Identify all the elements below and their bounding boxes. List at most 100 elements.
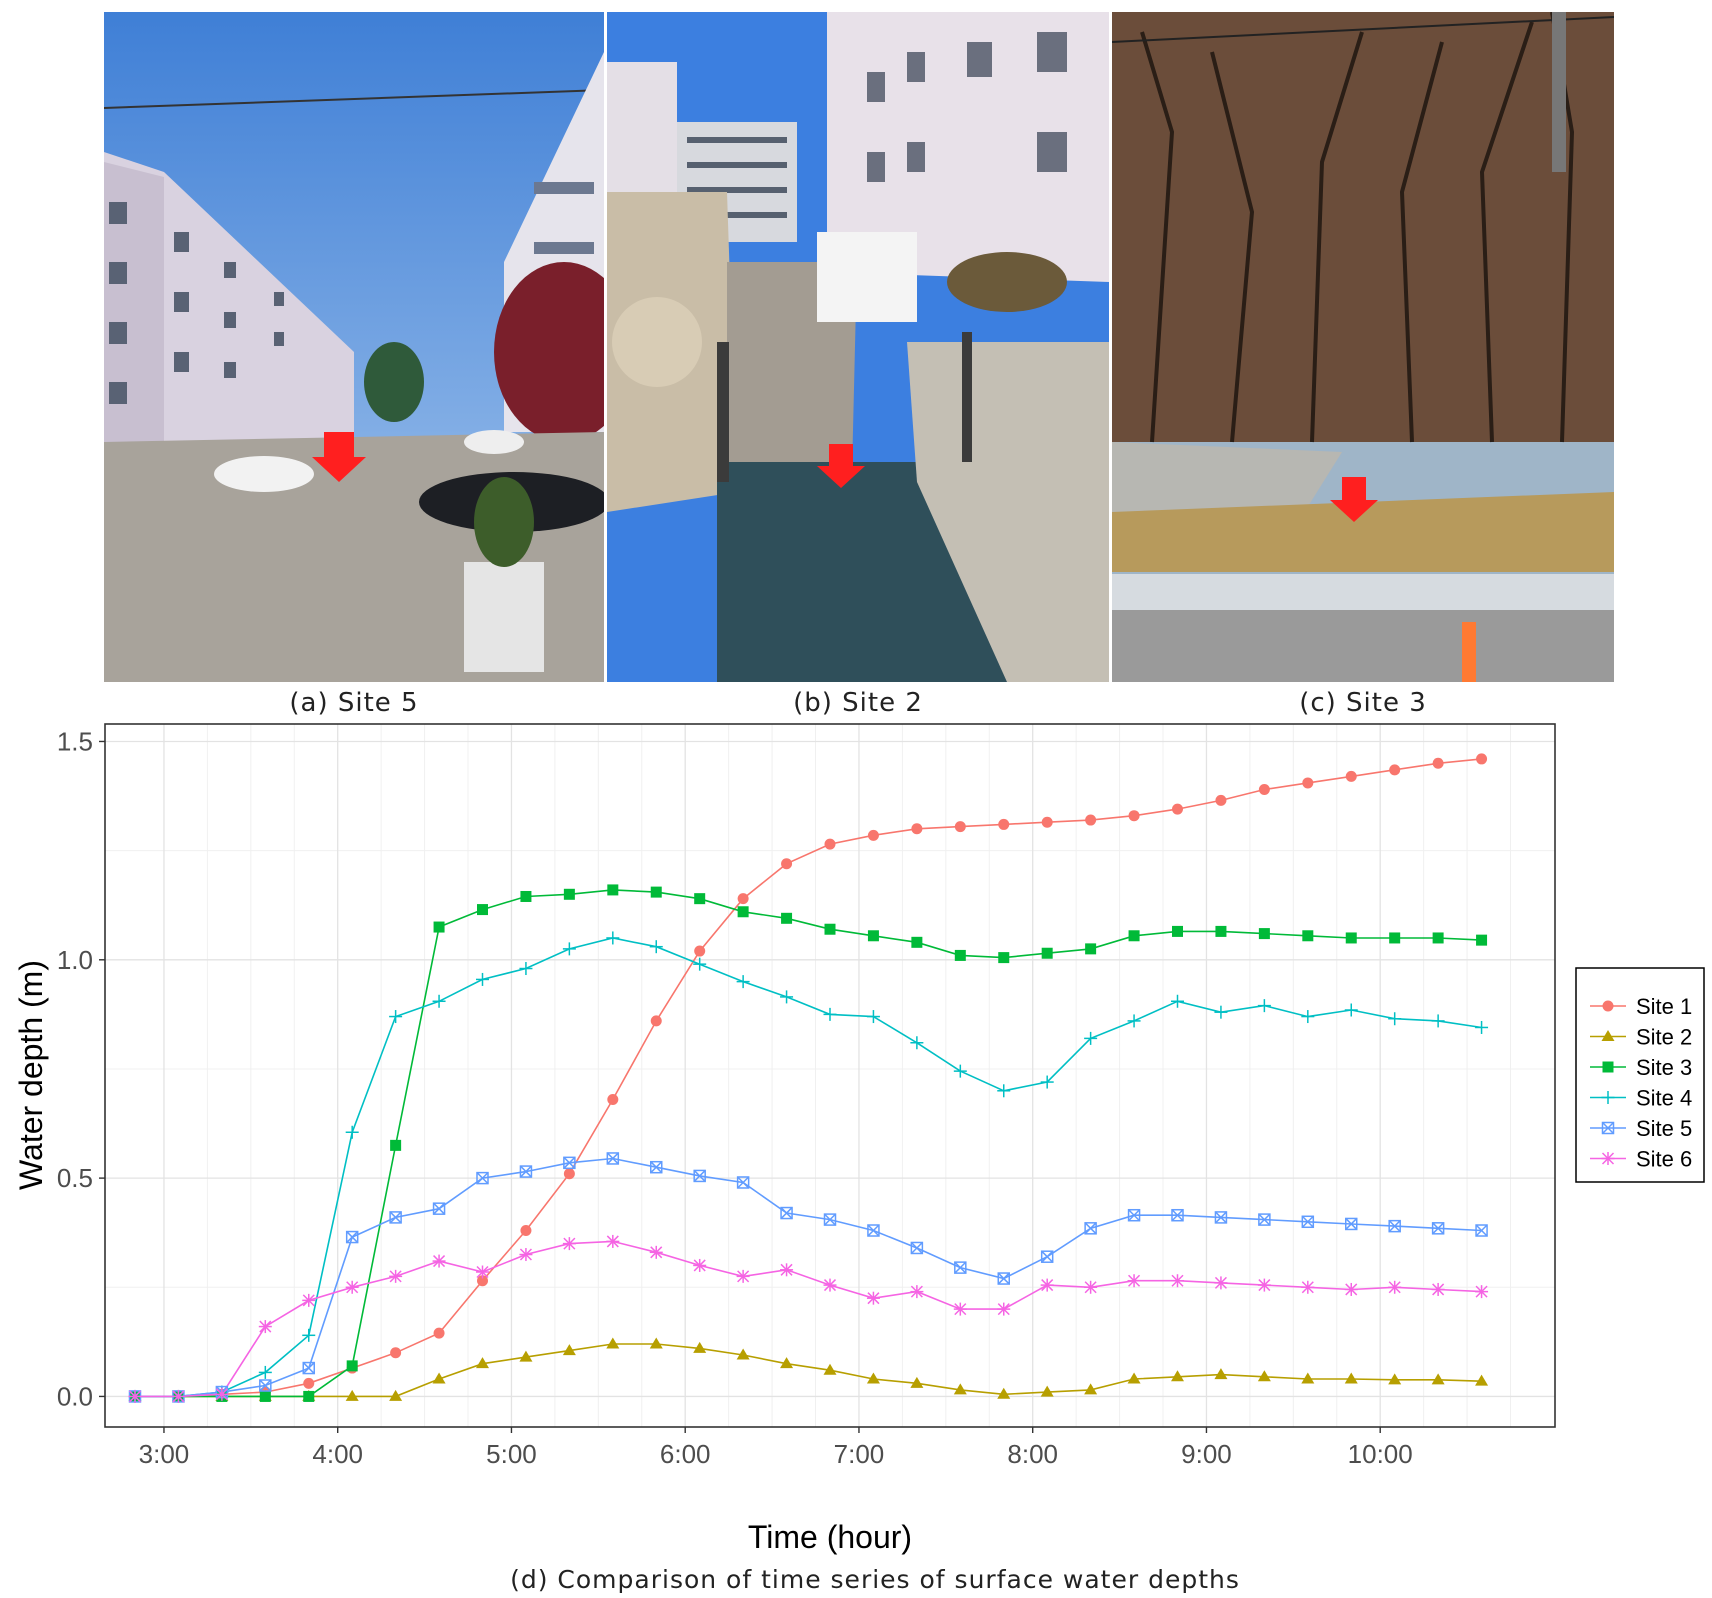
legend-label: Site 3 [1636, 1055, 1692, 1080]
point-site-2 [1171, 1370, 1184, 1382]
point-site-5 [780, 1206, 793, 1220]
point-site-6 [649, 1245, 663, 1259]
point-site-4 [1040, 1075, 1054, 1089]
point-site-6 [345, 1280, 359, 1294]
point-site-6 [780, 1263, 794, 1277]
point-site-3 [781, 912, 793, 924]
series-line-site-5 [135, 1157, 1482, 1398]
point-site-2 [866, 1372, 880, 1384]
plot-panel-border [104, 723, 1556, 1428]
legend-label: Site 5 [1636, 1116, 1692, 1141]
point-site-1 [1128, 810, 1140, 822]
x-tick-label: 8:00 [1007, 1439, 1058, 1469]
point-site-4 [1171, 994, 1184, 1008]
point-site-2 [606, 1337, 620, 1349]
point-site-2 [1214, 1368, 1228, 1380]
point-site-3 [390, 1139, 402, 1151]
point-site-5 [693, 1169, 706, 1183]
point-site-6 [1475, 1285, 1489, 1299]
series-line-site-4 [135, 937, 1482, 1398]
point-site-5 [1171, 1208, 1184, 1222]
point-site-6 [1084, 1280, 1098, 1294]
point-site-5 [606, 1152, 620, 1165]
x-tick-label: 7:00 [834, 1439, 885, 1469]
point-site-6 [562, 1237, 576, 1251]
point-site-4 [693, 957, 707, 971]
legend-label: Site 6 [1636, 1147, 1692, 1172]
point-site-6 [866, 1291, 880, 1305]
point-site-5 [1127, 1208, 1141, 1222]
series-markers [128, 753, 1489, 1403]
point-site-3 [1041, 947, 1053, 959]
caption-site-2: (b) Site 2 [793, 688, 923, 718]
point-site-4 [997, 1084, 1011, 1098]
point-site-5 [1084, 1222, 1097, 1235]
legend-label: Site 4 [1636, 1086, 1692, 1111]
point-site-3 [867, 930, 879, 942]
point-site-2 [693, 1341, 707, 1353]
y-tick-label: 1.0 [57, 945, 93, 975]
x-axis-ticks: 3:00 4:00 5:00 6:00 7:00 8:00 9:00 10:00 [139, 1427, 1413, 1469]
point-site-5 [1431, 1222, 1445, 1235]
water-depth-chart: 0.0 0.5 1.0 1.5 3:00 4:00 5:00 6:00 7:00 8:00 9:0… [13, 723, 1705, 1594]
point-site-6 [1127, 1274, 1141, 1288]
point-site-5 [563, 1156, 576, 1170]
point-site-3 [694, 893, 706, 905]
point-site-3 [1432, 932, 1444, 944]
point-site-6 [215, 1387, 229, 1401]
point-site-6 [302, 1293, 316, 1307]
point-site-3 [1172, 925, 1183, 937]
point-site-5 [867, 1224, 880, 1237]
point-site-6 [1257, 1278, 1271, 1292]
point-site-2 [953, 1383, 967, 1395]
point-site-3 [1085, 943, 1097, 955]
point-site-2 [1388, 1373, 1402, 1385]
point-site-5 [1258, 1213, 1271, 1226]
point-site-4 [1257, 999, 1271, 1013]
y-tick-label: 0.5 [57, 1163, 93, 1193]
point-site-1 [1432, 757, 1444, 769]
point-site-4 [519, 962, 533, 976]
point-site-6 [171, 1389, 185, 1403]
point-site-3 [824, 923, 836, 935]
plot-background [105, 724, 1555, 1427]
point-site-1 [390, 1347, 402, 1359]
point-site-2 [1301, 1372, 1315, 1384]
point-site-6 [823, 1278, 837, 1292]
legend-label: Site 1 [1636, 994, 1692, 1019]
x-tick-label: 4:00 [312, 1439, 363, 1469]
point-site-3 [911, 936, 923, 948]
point-site-5 [1214, 1211, 1228, 1224]
point-site-2 [780, 1357, 794, 1369]
point-site-6 [1431, 1282, 1445, 1296]
x-tick-label: 5:00 [486, 1439, 537, 1469]
legend: Site 1 Site 2 Site 3 Site 4 Site 5 Site 6 [1575, 967, 1705, 1183]
point-site-2 [910, 1376, 924, 1388]
point-site-6 [1344, 1282, 1358, 1296]
point-site-2 [649, 1337, 663, 1349]
point-site-5 [1301, 1215, 1315, 1229]
point-site-3 [259, 1390, 271, 1402]
point-site-3 [1389, 932, 1401, 944]
x-tick-label: 6:00 [660, 1439, 711, 1469]
point-site-2 [1344, 1372, 1358, 1384]
point-site-5 [954, 1261, 967, 1274]
point-site-5 [345, 1230, 359, 1244]
legend-label: Site 2 [1636, 1025, 1692, 1050]
series-lines [135, 758, 1482, 1398]
point-site-1 [1172, 803, 1183, 815]
photo-site-3 [1112, 12, 1614, 682]
series-line-site-1 [135, 758, 1482, 1398]
point-site-5 [302, 1361, 315, 1375]
point-site-2 [432, 1372, 446, 1384]
point-site-1 [694, 945, 706, 957]
point-site-6 [1388, 1280, 1402, 1294]
point-site-4 [345, 1125, 359, 1139]
point-site-1 [477, 1275, 488, 1287]
point-site-2 [476, 1357, 489, 1369]
point-site-6 [1214, 1276, 1228, 1290]
point-site-5 [519, 1165, 533, 1178]
point-site-6 [519, 1248, 533, 1262]
point-site-1 [1085, 814, 1097, 826]
point-site-4 [1084, 1031, 1098, 1045]
